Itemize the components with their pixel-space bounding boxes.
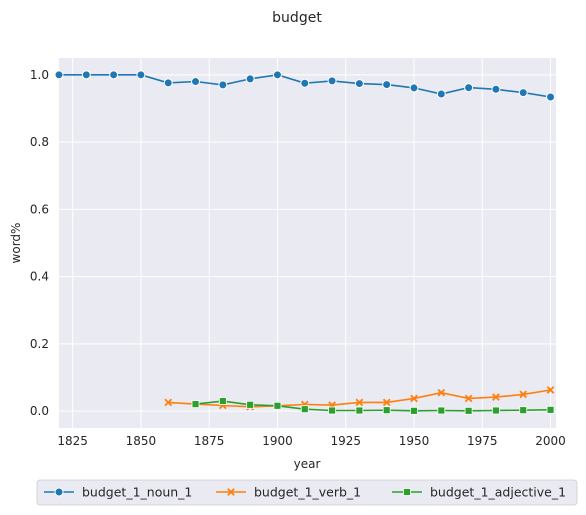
data-point [355, 398, 364, 407]
data-point [227, 488, 235, 496]
data-point [519, 390, 528, 399]
grid-lines [59, 58, 556, 428]
data-point [410, 406, 418, 415]
data-point [546, 92, 556, 102]
data-point [492, 406, 500, 415]
legend-label: budget_1_adjective_1 [430, 485, 566, 500]
y-tick-label: 0.8 [30, 135, 49, 149]
data-point [464, 83, 474, 93]
y-tick-label: 1.0 [30, 68, 49, 82]
series-budget_1_noun_1 [54, 70, 556, 102]
data-point [437, 388, 446, 397]
series-line [195, 400, 551, 412]
data-point [518, 88, 528, 98]
x-tick-label: 1950 [399, 434, 430, 448]
data-point [163, 78, 173, 88]
data-point [300, 405, 309, 414]
data-point [81, 70, 91, 80]
data-point [191, 77, 201, 87]
x-tick-label: 1900 [262, 434, 293, 448]
legend: budget_1_noun_1 budget_1_verb_1 budget_1_a… [36, 479, 578, 506]
data-point [464, 394, 473, 403]
data-point [437, 406, 446, 415]
data-point [164, 398, 173, 407]
data-point [546, 405, 555, 414]
legend-label: budget_1_verb_1 [254, 485, 361, 500]
x-tick-label: 1875 [194, 434, 225, 448]
data-point [409, 83, 419, 93]
plot-area [59, 58, 556, 428]
y-tick-label: 0.6 [30, 202, 49, 216]
data-point [300, 78, 310, 88]
y-axis-label: word% [9, 223, 23, 264]
data-point [492, 393, 500, 401]
data-point [382, 406, 391, 415]
data-point [519, 406, 528, 415]
y-tick-label: 0.4 [30, 270, 49, 284]
x-axis-label: year [294, 457, 321, 471]
series-budget_1_adjective_1 [191, 397, 555, 415]
data-point [54, 487, 64, 497]
x-tick-label: 1975 [467, 434, 498, 448]
data-point [354, 79, 364, 89]
x-axis: 1825 1850 1875 1900 1925 1950 1975 2000 [57, 434, 565, 448]
data-point [382, 80, 392, 90]
data-point [327, 76, 337, 86]
data-point [273, 401, 282, 410]
data-point [464, 406, 473, 415]
legend-label: budget_1_noun_1 [82, 485, 192, 500]
x-tick-label: 1825 [57, 434, 88, 448]
data-point [410, 394, 418, 403]
legend-item: budget_1_adjective_1 [392, 485, 566, 500]
series-layer [54, 70, 556, 415]
data-point [218, 397, 227, 405]
data-point [491, 84, 501, 94]
y-axis: 0.0 0.2 0.4 0.6 0.8 1.0 [30, 68, 49, 418]
data-point [245, 74, 255, 84]
data-point [218, 80, 228, 90]
data-point [109, 70, 119, 80]
data-point [382, 398, 391, 407]
x-tick-label: 2000 [535, 434, 566, 448]
data-point [546, 386, 555, 394]
y-tick-label: 0.2 [30, 337, 49, 351]
y-tick-label: 0.0 [30, 404, 49, 418]
x-tick-label: 1925 [330, 434, 361, 448]
data-point [328, 406, 336, 415]
chart-title: budget [272, 10, 322, 26]
x-tick-label: 1850 [126, 434, 157, 448]
data-point [272, 70, 282, 80]
data-point [136, 70, 146, 80]
data-point [436, 89, 446, 99]
data-point [54, 70, 64, 80]
data-point [191, 400, 200, 409]
legend-item: budget_1_verb_1 [216, 485, 361, 500]
legend-item: budget_1_noun_1 [44, 485, 192, 500]
data-point [403, 488, 411, 496]
data-point [246, 400, 255, 409]
data-point [355, 406, 364, 415]
legend-frame [36, 479, 578, 506]
